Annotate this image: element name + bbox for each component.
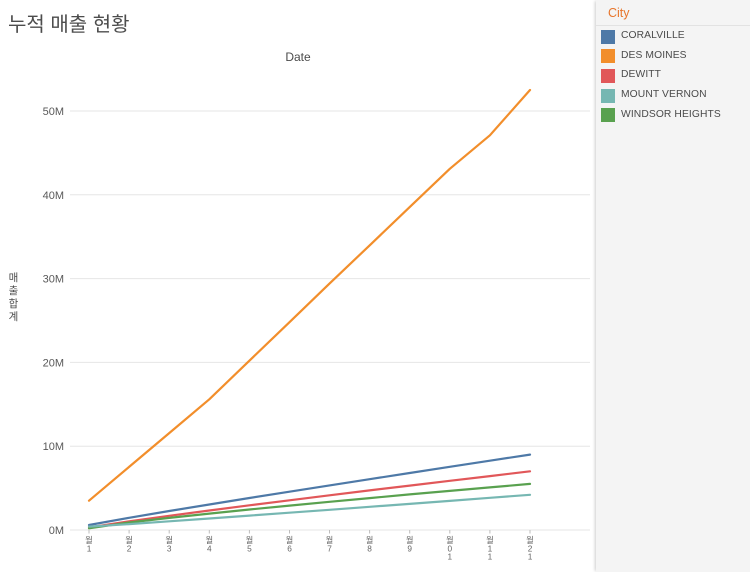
svg-text:10M: 10M	[43, 441, 64, 453]
svg-text:7: 7	[327, 543, 332, 553]
svg-text:1: 1	[447, 552, 452, 562]
svg-text:0M: 0M	[49, 525, 64, 537]
svg-text:8: 8	[367, 543, 372, 553]
svg-text:5: 5	[247, 543, 252, 553]
svg-text:50M: 50M	[43, 106, 64, 118]
svg-text:40M: 40M	[43, 190, 64, 202]
svg-text:3: 3	[167, 543, 172, 553]
svg-text:4: 4	[207, 543, 212, 553]
svg-text:1: 1	[87, 543, 92, 553]
svg-text:6: 6	[287, 543, 292, 553]
svg-text:1: 1	[528, 552, 533, 562]
svg-text:20M: 20M	[43, 357, 64, 369]
svg-text:30M: 30M	[43, 274, 64, 286]
svg-text:1: 1	[488, 552, 493, 562]
svg-text:9: 9	[407, 543, 412, 553]
svg-text:2: 2	[127, 543, 132, 553]
